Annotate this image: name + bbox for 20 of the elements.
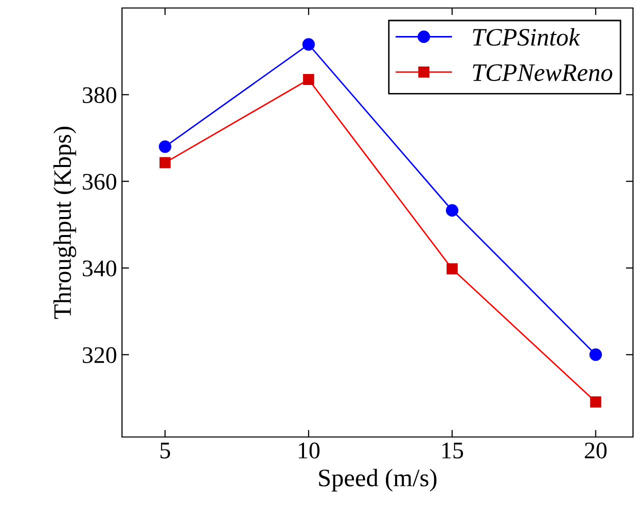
y-tick-label: 360 [82, 174, 116, 190]
x-tick-label: 5 [160, 442, 170, 458]
point [160, 157, 171, 168]
y-tick-label: 380 [82, 87, 116, 104]
x-tick-label: 20 [584, 442, 607, 458]
legend-label: TCPNewReno [472, 64, 612, 82]
point [446, 263, 458, 274]
point [590, 396, 602, 408]
x-axis-title: Speed (m/s) [319, 468, 436, 492]
point [302, 38, 315, 51]
y-tick-label: 340 [82, 260, 116, 276]
point [158, 140, 172, 153]
y-tick-label: 320 [82, 347, 116, 364]
y-axis-title: Throughput (Kbps) [53, 126, 76, 319]
x-tick-label: 15 [442, 442, 464, 458]
point [446, 204, 458, 217]
x-tick-label: 10 [298, 442, 320, 458]
point [589, 348, 602, 361]
point [303, 74, 314, 86]
legend-label: TCPSintok [472, 28, 580, 46]
